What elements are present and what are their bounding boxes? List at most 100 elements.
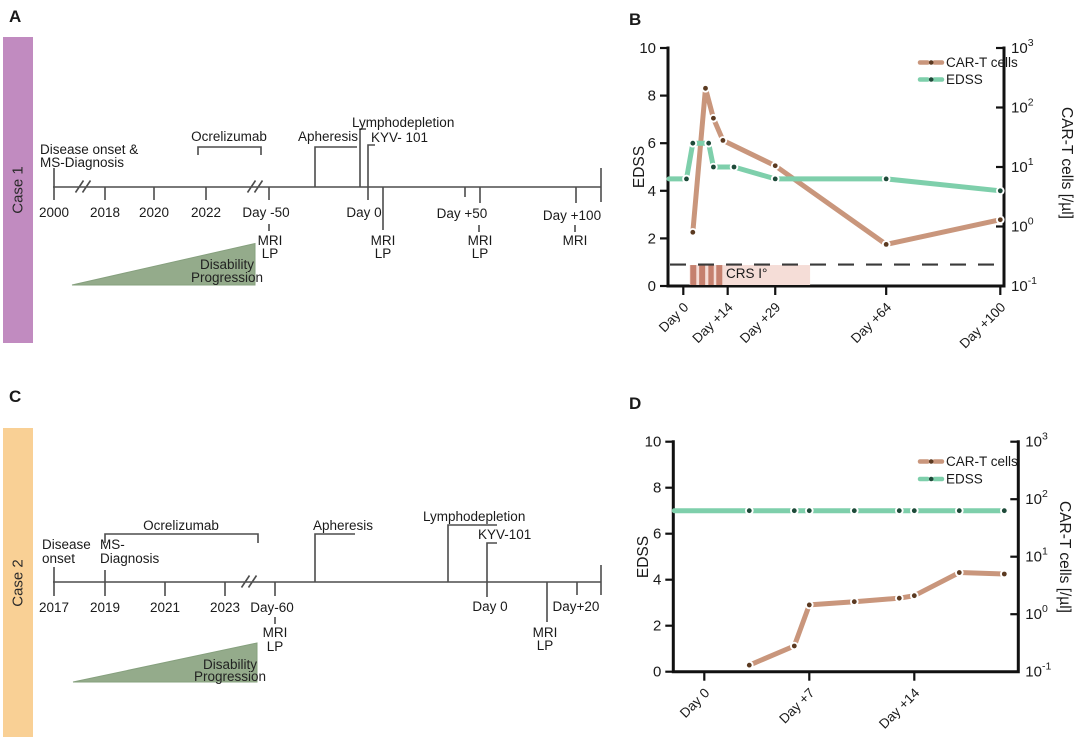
kyv-bracket-a [367, 144, 375, 200]
cart-legend-label: CAR-T cells [946, 454, 1018, 469]
data-point [684, 176, 689, 182]
y-right-tick-label: 103 [1011, 37, 1034, 57]
data-point [690, 229, 696, 235]
data-point [711, 164, 716, 170]
y-left-tick-label: 4 [653, 572, 661, 589]
mri-label: MRI [371, 233, 396, 248]
timeline-ticks-c [53, 567, 578, 622]
edss-legend-label: EDSS [946, 472, 983, 487]
y-left-tick-label: 2 [648, 230, 656, 247]
day-plus100-label: Day +100 [543, 208, 601, 223]
y-right-tick-label: 100 [1011, 216, 1034, 236]
data-point [896, 595, 902, 601]
progression-label-a: Progression [191, 270, 263, 285]
y-right-tick-label: 10-1 [1011, 275, 1037, 295]
crs-stripe [716, 265, 723, 285]
data-point [746, 662, 752, 668]
y-left-tick-label: 6 [653, 526, 661, 543]
day-minus60-label: Day-60 [250, 600, 294, 615]
y-left-tick-label: 2 [653, 618, 661, 635]
day0-label-c: Day 0 [472, 599, 507, 614]
x-tick-label: Day +14 [876, 685, 923, 732]
lp-label: LP [267, 639, 284, 654]
chart-d-yaxis-title: EDSS [635, 536, 652, 578]
disability-triangle-c [72, 642, 258, 683]
panel-b-label: B [629, 10, 641, 29]
panel-c-label: C [9, 387, 21, 406]
day-plus50-label: Day +50 [437, 206, 488, 221]
lymphodepletion-bracket-a [359, 128, 366, 187]
year-2019: 2019 [90, 600, 120, 615]
data-point [1001, 508, 1007, 514]
lp-label: LP [262, 246, 279, 261]
data-point [956, 508, 962, 514]
panel-a-label: A [9, 7, 21, 26]
mri-label: MRI [468, 233, 493, 248]
chart-b-yaxis-title: EDSS [631, 146, 648, 188]
case1-label: Case 1 [10, 166, 27, 214]
ocrelizumab-bracket-c [104, 533, 259, 543]
mri-label: MRI [563, 233, 588, 248]
chart-d-plot: Day 0 Day +7 Day +14 0 2 4 6 8 10 103 102 101 100 10-… [645, 431, 1052, 732]
data-point [791, 643, 797, 649]
crs-stripe [699, 265, 706, 285]
data-point [806, 602, 812, 608]
y-left-tick-label: 8 [648, 88, 656, 105]
progression-label-c: Progression [194, 669, 266, 684]
edss-legend-dot [928, 77, 934, 82]
data-point [772, 176, 778, 182]
data-point [703, 85, 708, 91]
data-point [746, 508, 752, 514]
y-left-tick-label: 8 [653, 480, 661, 497]
cart-legend-label: CAR-T cells [946, 55, 1018, 70]
case2-bar [3, 428, 33, 737]
data-point [720, 137, 726, 143]
day0-label-a: Day 0 [346, 205, 381, 220]
apheresis-bracket-c [314, 533, 355, 582]
chart-b-right-axis-title: CAR-T cells [/µl] [1058, 107, 1075, 219]
data-point [851, 508, 857, 514]
data-point [883, 176, 889, 182]
x-tick-label: Day +64 [848, 299, 895, 346]
y-right-tick-label: 101 [1025, 546, 1048, 566]
y-left-tick-label: 10 [639, 40, 656, 57]
data-point [956, 570, 962, 575]
data-point [806, 508, 812, 514]
year-2018: 2018 [90, 205, 120, 220]
year-2000: 2000 [39, 205, 69, 220]
lp-label: LP [375, 246, 392, 261]
mri-label: MRI [258, 233, 283, 248]
kyv-label-c: KYV-101 [478, 527, 531, 542]
kyv-label-a: KYV- 101 [371, 130, 428, 145]
case1-bar [3, 37, 33, 343]
mri-label: MRI [263, 625, 288, 640]
crs-stripe [708, 265, 714, 285]
series-line-edss [666, 140, 1003, 194]
disease-onset-c-line1: Disease [42, 537, 91, 552]
data-point [711, 115, 716, 121]
x-tick-label: Day +14 [689, 299, 736, 346]
mri-label: MRI [533, 625, 558, 640]
series-line-cart [746, 570, 1007, 668]
y-right-tick-label: 100 [1025, 603, 1048, 623]
y-left-tick-label: 10 [645, 434, 662, 451]
year-2022: 2022 [191, 205, 221, 220]
panel-d-label: D [629, 394, 641, 413]
crs-label: CRS I° [726, 266, 767, 281]
lp-label: LP [472, 246, 489, 261]
year-2023: 2023 [210, 600, 240, 615]
apheresis-label-c: Apheresis [313, 518, 373, 533]
lymphodepletion-label-a: Lymphodepletion [352, 115, 454, 130]
data-point [896, 508, 902, 514]
ms-diagnosis-c-line2: Diagnosis [100, 551, 160, 566]
lymphodepletion-bracket-c [447, 524, 497, 582]
axis-break-marks-c [240, 575, 258, 588]
lp-label: LP [537, 638, 554, 653]
data-point [883, 242, 889, 247]
ocrelizumab-label-c: Ocrelizumab [143, 518, 219, 533]
ocrelizumab-label-a: Ocrelizumab [191, 129, 267, 144]
case2-label: Case 2 [10, 559, 27, 607]
connector-dashes-a [268, 224, 576, 232]
